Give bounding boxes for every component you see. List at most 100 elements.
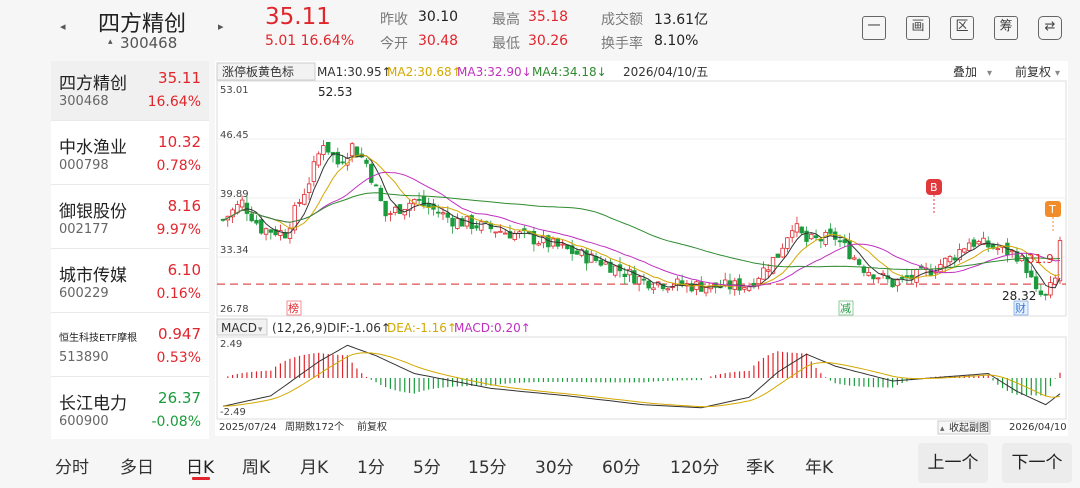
candle-body bbox=[326, 141, 331, 153]
candle-body bbox=[665, 288, 670, 291]
watchlist-item[interactable]: 中水渔业 10.32 000798 0.78% bbox=[51, 125, 209, 185]
candle-body bbox=[287, 228, 293, 239]
candle-body bbox=[373, 184, 379, 187]
tab-15min[interactable]: 15分 bbox=[468, 458, 507, 478]
candle-body bbox=[809, 233, 814, 240]
candle-body bbox=[890, 278, 895, 288]
draw-tool-button[interactable]: 画 bbox=[906, 16, 930, 40]
candle-body bbox=[273, 229, 278, 236]
stock-code: 300468 bbox=[120, 34, 178, 52]
candle-body bbox=[818, 239, 824, 242]
tab-1min[interactable]: 1分 bbox=[357, 458, 385, 478]
tab-30min[interactable]: 30分 bbox=[535, 458, 574, 478]
candle-body bbox=[866, 272, 871, 276]
watchlist-item[interactable]: 四方精创 35.11 300468 16.64% bbox=[51, 61, 209, 121]
draw-line-button[interactable]: 一 bbox=[862, 16, 886, 40]
macd-selector[interactable] bbox=[216, 318, 268, 336]
prev-stock-arrow-icon[interactable]: ◂ bbox=[60, 20, 66, 33]
watchlist-name: 中水渔业 bbox=[59, 138, 127, 158]
watchlist-item[interactable]: 御银股份 8.16 002177 9.97% bbox=[51, 189, 209, 249]
kline-chart-area[interactable]: 涨停板黄色标 MA1:30.95↑ MA2:30.68↑ MA3:32.90↓ … bbox=[215, 61, 1068, 436]
watchlist-item[interactable]: 城市传媒 6.10 600229 0.16% bbox=[51, 253, 209, 313]
t-signal-badge[interactable] bbox=[1045, 201, 1061, 217]
candle-body bbox=[622, 273, 627, 278]
candle-body bbox=[943, 257, 948, 268]
quote-label-high: 最高 bbox=[492, 12, 520, 28]
quote-label-prev-close: 昨收 bbox=[380, 12, 408, 28]
watchlist-item[interactable]: 长江电力 26.37 600900 -0.08% bbox=[51, 381, 209, 441]
watchlist-price: 26.37 bbox=[158, 389, 201, 407]
tab-intraday[interactable]: 分时 bbox=[55, 458, 89, 478]
candle-body bbox=[335, 151, 340, 165]
candle-body bbox=[369, 164, 374, 183]
candle-body bbox=[823, 231, 828, 245]
tab-weekly-k[interactable]: 周K bbox=[242, 458, 271, 478]
y-tick-label: 26.78 bbox=[220, 304, 249, 315]
end-date: 2026/04/10 bbox=[1009, 422, 1067, 433]
candle-body bbox=[498, 230, 503, 233]
candle-body bbox=[799, 226, 804, 234]
watchlist-pct: 0.53% bbox=[156, 350, 201, 366]
candle-body bbox=[742, 287, 747, 290]
tab-monthly-k[interactable]: 月K bbox=[300, 458, 329, 478]
watchlist-name: 四方精创 bbox=[59, 74, 127, 94]
t-signal-text: T bbox=[1048, 203, 1056, 216]
stock-name: 四方精创 bbox=[98, 12, 187, 37]
code-toggle-icon[interactable]: ▴ bbox=[108, 37, 113, 47]
jian-marker[interactable] bbox=[838, 300, 854, 316]
watchlist-code: 600229 bbox=[59, 286, 109, 301]
candle-body bbox=[574, 250, 580, 255]
indicator-selector[interactable] bbox=[216, 62, 316, 81]
candle-body bbox=[689, 283, 694, 292]
period-count: 周期数172个 bbox=[285, 420, 344, 433]
overlay-dropdown-icon[interactable]: ▾ bbox=[987, 68, 992, 79]
adjust-button[interactable]: 前复权 bbox=[1015, 64, 1051, 79]
tab-quarterly-k[interactable]: 季K bbox=[746, 458, 775, 478]
candle-body bbox=[962, 248, 967, 253]
prev-stock-button[interactable]: 上一个 bbox=[918, 443, 988, 483]
candlestick-series bbox=[220, 140, 1063, 301]
watchlist-item[interactable]: 恒生科技ETF摩根 0.947 513890 0.53% bbox=[51, 317, 209, 377]
peak-price-label: 52.53 bbox=[318, 85, 352, 99]
bang-marker[interactable] bbox=[286, 300, 302, 316]
cai-marker[interactable] bbox=[1013, 300, 1029, 316]
macd-bottom-tick: -2.49 bbox=[220, 407, 246, 418]
watchlist-pct: -0.08% bbox=[151, 414, 201, 430]
ma4-line bbox=[222, 192, 1061, 270]
tab-60min[interactable]: 60分 bbox=[602, 458, 641, 478]
jian-marker-text: 减 bbox=[840, 302, 851, 315]
candle-body bbox=[1043, 293, 1048, 296]
next-stock-arrow-icon[interactable]: ▸ bbox=[218, 20, 224, 33]
ma2-legend: MA2:30.68↑ bbox=[387, 65, 462, 79]
tab-120min[interactable]: 120分 bbox=[670, 458, 720, 478]
candle-body bbox=[354, 146, 360, 157]
candle-body bbox=[311, 161, 317, 182]
overlay-button[interactable]: 叠加 bbox=[953, 65, 977, 79]
macd-dropdown-icon[interactable]: ▾ bbox=[258, 325, 263, 335]
quote-value-open: 30.48 bbox=[418, 33, 459, 49]
collapse-subchart-button[interactable] bbox=[937, 420, 991, 435]
candle-body bbox=[899, 276, 905, 279]
candle-body bbox=[459, 218, 465, 227]
candle-body bbox=[947, 256, 953, 263]
buy-signal-badge[interactable] bbox=[926, 179, 942, 195]
rotate-screen-button[interactable]: ⇄ bbox=[1038, 16, 1062, 40]
tab-5min[interactable]: 5分 bbox=[413, 458, 441, 478]
tab-daily-k[interactable]: 日K bbox=[186, 458, 215, 478]
range-select-button[interactable]: 区 bbox=[950, 16, 974, 40]
quote-label-turnover-amount: 成交额 bbox=[601, 12, 643, 28]
kline-chart[interactable]: 涨停板黄色标 MA1:30.95↑ MA2:30.68↑ MA3:32.90↓ … bbox=[215, 61, 1068, 436]
candle-body bbox=[407, 202, 412, 211]
active-tab-indicator bbox=[192, 477, 210, 480]
quote-value-turnover-amount: 13.61亿 bbox=[654, 12, 709, 28]
tab-multi-day[interactable]: 多日 bbox=[120, 458, 154, 478]
chip-distribution-button[interactable]: 筹 bbox=[994, 16, 1018, 40]
tab-yearly-k[interactable]: 年K bbox=[805, 458, 834, 478]
adjust-dropdown-icon[interactable]: ▾ bbox=[1055, 68, 1060, 79]
candle-body bbox=[933, 271, 938, 274]
next-stock-button[interactable]: 下一个 bbox=[1002, 443, 1072, 483]
candle-body bbox=[660, 283, 666, 290]
collapse-icon: ▴ bbox=[940, 424, 945, 434]
watchlist-code: 002177 bbox=[59, 222, 109, 237]
candle-body bbox=[536, 243, 541, 246]
